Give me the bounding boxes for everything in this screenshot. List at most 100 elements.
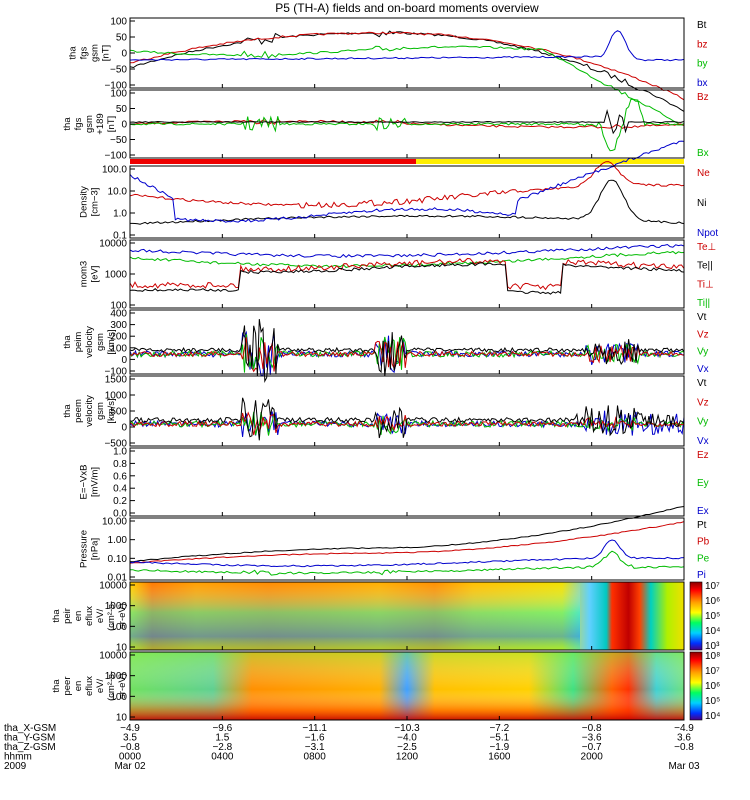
y-tick-label: 1.0	[113, 447, 127, 458]
y-tick-label: 100	[110, 301, 127, 312]
trace-line	[130, 108, 684, 135]
y-axis-label: velocity	[84, 395, 95, 427]
y-tick-label: 10.00	[102, 517, 127, 528]
y-tick-label: 10	[116, 713, 128, 724]
mode-bar	[130, 159, 684, 164]
y-axis-label: gsm	[90, 44, 101, 62]
y-tick-label: 1000	[105, 601, 128, 612]
legend-entry: Vx	[697, 436, 709, 447]
y-tick-label: −100	[104, 81, 127, 92]
x-axis-value: −0.8	[674, 742, 694, 753]
trace-line	[130, 30, 684, 62]
y-tick-label: 500	[110, 407, 127, 418]
trace-line	[130, 411, 684, 436]
x-axis-row-label: tha_X-GSM	[4, 723, 56, 734]
trace-line	[130, 140, 684, 223]
x-axis-value: −1.9	[489, 742, 509, 753]
y-tick-label: 100.0	[102, 165, 127, 176]
legend-entry: Pt	[697, 520, 707, 531]
trace-line	[130, 539, 684, 568]
legend-entry: Pi	[697, 570, 706, 581]
x-axis-value: −3.1	[305, 742, 325, 753]
y-axis-label: peem	[73, 399, 84, 423]
y-axis-label: eflux	[84, 606, 95, 626]
y-tick-label: 1000	[105, 391, 128, 402]
panel-frames	[129, 17, 685, 721]
trace-line	[130, 30, 684, 112]
x-axis-value: 2000	[581, 752, 604, 763]
y-axis-label: peir	[62, 608, 73, 624]
x-axis-footer: tha_X-GSM −4.9 −9.6 −11.1 −10.3 −7.2 −0.8 −4.9 t…	[4, 723, 700, 772]
data-traces	[130, 30, 684, 576]
y-axis-label: mom3	[79, 261, 90, 287]
y-axis-label: tha	[62, 335, 73, 349]
y-tick-label: 1.00	[108, 535, 128, 546]
x-axis-value: −2.8	[212, 742, 232, 753]
panel-frame-density	[129, 165, 685, 239]
y-axis-label: tha	[51, 609, 62, 623]
x-axis-value: −2.5	[397, 742, 417, 753]
y-tick-label: 100	[110, 622, 127, 633]
panel-frame-peem	[129, 375, 685, 447]
legend-entry: Te||	[697, 261, 713, 272]
x-axis-value: 1200	[396, 752, 419, 763]
y-tick-label: 0	[121, 423, 127, 434]
electron-spectrogram-shade	[130, 652, 684, 720]
legend-entry: Vz	[697, 397, 709, 408]
legend-entry: Vz	[697, 329, 709, 340]
x-axis-value: −4.9	[674, 723, 694, 734]
colorbar-label: 10⁵	[705, 696, 720, 707]
y-axis-label: tha	[51, 679, 62, 693]
x-axis-value: −3.6	[582, 733, 602, 744]
y-tick-label: 0.1	[113, 231, 127, 242]
trace-line	[130, 31, 684, 101]
x-axis-row-label: hhmm	[4, 752, 32, 763]
y-tick-label: 10	[116, 643, 128, 654]
y-axis-label: +189	[95, 113, 106, 134]
x-axis-value: Mar 03	[668, 761, 700, 772]
panel-frame-peim	[129, 309, 685, 375]
y-tick-label: 1000	[105, 270, 128, 281]
y-tick-label: 10000	[99, 239, 127, 250]
legend-entry: Ey	[697, 478, 709, 489]
colorbar-label: 10⁴	[705, 711, 720, 722]
y-axis-label: en	[73, 681, 84, 692]
legend-entry: Bz	[697, 92, 709, 103]
y-axis-label: gsm	[95, 333, 106, 351]
y-tick-label: 0.8	[113, 459, 127, 470]
y-axis-label: [km/s]	[106, 398, 117, 423]
x-axis-row-label: tha_Z-GSM	[4, 742, 56, 753]
chart-title: P5 (TH-A) fields and on-board moments ov…	[275, 1, 539, 15]
legend-entry: Ne	[697, 168, 710, 179]
y-axis-label: [cm−3]	[90, 188, 101, 217]
y-tick-label: 50	[116, 104, 128, 115]
y-tick-label: 0	[121, 355, 127, 366]
x-axis-row-label: tha_Y-GSM	[4, 733, 55, 744]
x-axis-value: −1.6	[305, 733, 325, 744]
trace-line	[130, 506, 684, 563]
trace-line	[130, 334, 684, 373]
trace-line	[130, 550, 684, 576]
legend-entry: Ez	[697, 450, 709, 461]
y-axis-label: (cm²-s-	[106, 671, 117, 701]
spectrograms	[130, 581, 703, 721]
colorbar-label: 10³	[705, 641, 720, 652]
y-axis-label: fgs	[79, 46, 90, 59]
y-axis-label: tha	[62, 117, 73, 131]
x-axis-value: 0000	[119, 752, 142, 763]
legend-entry: Ex	[697, 506, 709, 517]
y-tick-label: 10.0	[108, 187, 128, 198]
y-tick-label: 200	[110, 332, 127, 343]
y-tick-label: −100	[104, 151, 127, 162]
y-tick-label: 100	[110, 89, 127, 100]
y-tick-label: 0.0	[113, 509, 127, 520]
legend-entry: Pb	[697, 537, 710, 548]
y-axis-label: (cm²-s-	[106, 601, 117, 631]
legend-entry: bz	[697, 39, 708, 50]
x-axis-value: 3.5	[123, 733, 137, 744]
y-axis-label: [mV/m]	[90, 467, 101, 497]
y-tick-label: 1500	[105, 375, 128, 386]
legend-entry: Ni	[697, 198, 706, 209]
y-tick-label: 0	[121, 49, 127, 60]
